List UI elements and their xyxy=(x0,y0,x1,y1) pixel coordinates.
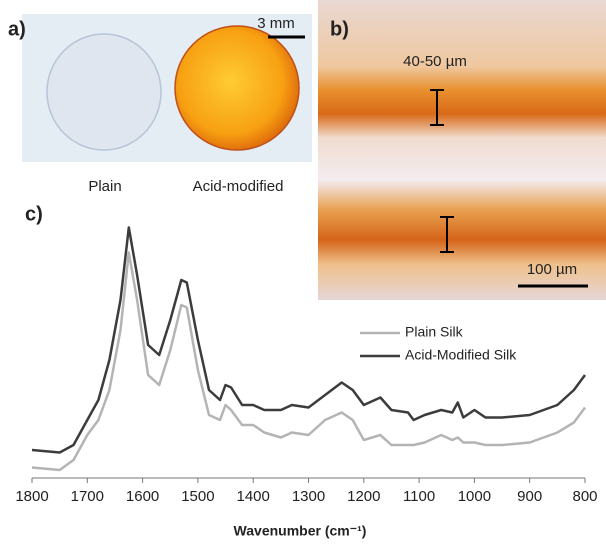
x-tick-label: 1800 xyxy=(15,488,48,505)
x-tick-label: 1100 xyxy=(403,488,435,505)
acid-disk xyxy=(174,25,300,151)
fiber-photo xyxy=(318,0,606,300)
x-tick-label: 900 xyxy=(517,488,542,505)
thickness-marker xyxy=(430,89,444,126)
caption: Plain xyxy=(88,178,121,195)
panel-label: b) xyxy=(330,18,349,40)
x-tick-label: 1600 xyxy=(126,488,159,505)
series-line xyxy=(31,226,587,454)
x-tick-label: 1300 xyxy=(292,488,325,505)
legend-label: Acid-Modified Silk xyxy=(405,347,517,363)
scale-label: 3 mm xyxy=(257,15,295,32)
x-tick-label: 1400 xyxy=(237,488,270,505)
thickness-label: 40-50 µm xyxy=(403,53,467,70)
x-axis-label: Wavenumber (cm⁻¹) xyxy=(234,523,367,539)
series-line xyxy=(31,251,587,472)
x-tick-label: 1700 xyxy=(71,488,104,505)
x-tick-label: 800 xyxy=(572,488,597,505)
thickness-marker xyxy=(440,216,454,253)
scale-label: 100 µm xyxy=(527,261,577,278)
plain-disk xyxy=(46,33,162,151)
x-tick-label: 1000 xyxy=(458,488,491,505)
x-tick-label: 1200 xyxy=(347,488,380,505)
panel-label: c) xyxy=(25,203,43,225)
caption: Acid-modified xyxy=(193,178,284,195)
legend-label: Plain Silk xyxy=(405,324,464,340)
x-tick-label: 1500 xyxy=(181,488,214,505)
panel-label: a) xyxy=(8,18,26,40)
